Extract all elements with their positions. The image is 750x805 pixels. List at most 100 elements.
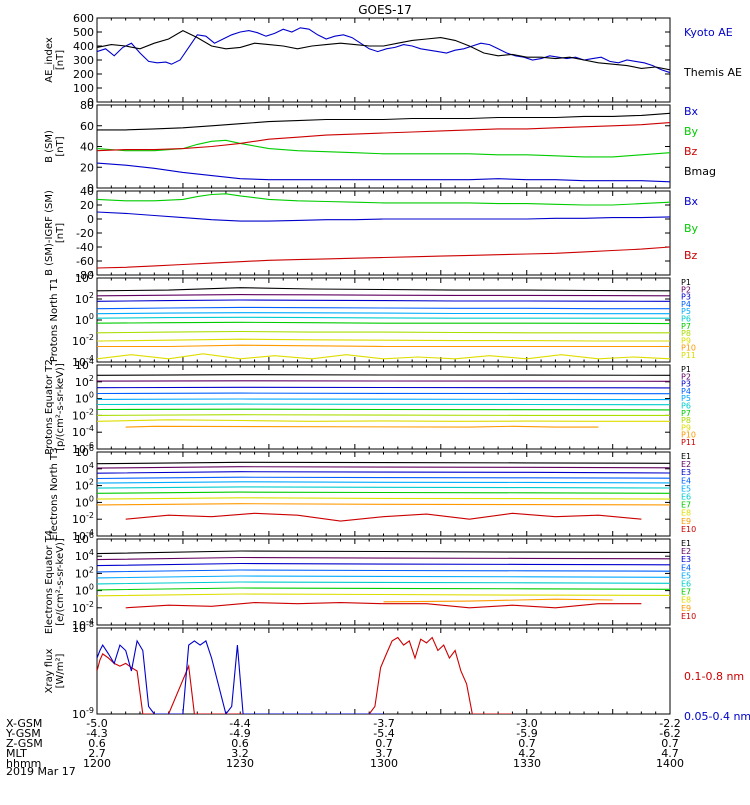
series-line-p4 xyxy=(97,392,670,395)
y-tick-label: 104 xyxy=(75,461,94,476)
legend-entry: By xyxy=(684,222,699,235)
legend-entry: 0.05-0.4 nm xyxy=(684,710,750,723)
y-axis-label: AE_index[nT] xyxy=(44,37,66,83)
y-axis-label: Protons Equator T2[p/(cm²-s-sr-keV)] xyxy=(44,359,66,455)
y-axis-label: Protons North T1 xyxy=(49,278,60,362)
legend-entry: E1 xyxy=(681,539,691,548)
series-group xyxy=(97,193,670,269)
y-tick-label: 0 xyxy=(87,182,94,195)
y-tick-label: 0 xyxy=(87,96,94,109)
series-line-kyoto-ae xyxy=(97,27,670,74)
legend-entry: P3 xyxy=(681,380,691,389)
legend-entry: P11 xyxy=(681,438,696,447)
x-axis-row-label: hhmm xyxy=(6,757,41,770)
legend-entry: E9 xyxy=(681,517,691,526)
x-axis-value: 0.7 xyxy=(661,737,679,750)
legend-entry: E10 xyxy=(681,612,696,621)
legend-entry: E3 xyxy=(681,468,691,477)
x-axis-value: 1230 xyxy=(226,757,254,770)
y-tick-label: 10-2 xyxy=(72,333,94,348)
series-line-p2 xyxy=(97,294,670,297)
y-tick-label: 10-6 xyxy=(72,441,94,456)
y-tick-label: 100 xyxy=(75,583,94,598)
y-tick-label: 104 xyxy=(75,270,94,285)
series-line-p7 xyxy=(97,408,670,411)
series-line-p9 xyxy=(97,338,670,342)
series-line-p5 xyxy=(97,398,670,401)
panel-7: 10-4 10-2 100 102 104 106 Electrons Equator T4… xyxy=(44,530,696,634)
legend-entry: P6 xyxy=(681,315,691,324)
y-tick-label: 100 xyxy=(75,494,94,509)
legend-entry: P11 xyxy=(681,351,696,360)
y-tick-label: 20 xyxy=(80,161,94,174)
series-line-e7 xyxy=(97,587,670,591)
x-axis-value: 4.7 xyxy=(661,747,679,760)
series-group xyxy=(97,287,670,360)
x-axis-value: -6.2 xyxy=(659,727,680,740)
legend-entry: E4 xyxy=(681,563,691,572)
x-axis-value: -4.3 xyxy=(86,727,107,740)
series-line-p10 xyxy=(125,425,599,428)
series-line-themis-ae xyxy=(97,29,670,71)
legend-entry: P10 xyxy=(681,344,696,353)
series-line-p8 xyxy=(97,414,670,416)
y-tick-label: 40 xyxy=(80,185,94,198)
series-line-bz xyxy=(97,122,670,152)
series-line-e7 xyxy=(97,491,670,494)
legend-entry: E2 xyxy=(681,460,691,469)
y-tick-label: 100 xyxy=(75,312,94,327)
legend-entry: E8 xyxy=(681,509,691,518)
y-tick-label: 80 xyxy=(80,99,94,112)
legend-entry: By xyxy=(684,125,699,138)
series-line-p1 xyxy=(97,287,670,292)
panel-frame xyxy=(96,451,671,537)
series-line-e10 xyxy=(125,602,642,609)
x-axis-value: -5.9 xyxy=(516,727,537,740)
panel-8: 10-9 10-8 Xray flux[W/m²] 0.1-0.8 nm 0.05-0.… xyxy=(44,620,750,723)
y-tick-label: 100 xyxy=(73,82,94,95)
panel-frame xyxy=(96,104,671,189)
y-tick-label: 102 xyxy=(75,374,94,389)
legend-entry: E6 xyxy=(681,580,691,589)
series-line-p9 xyxy=(97,419,670,422)
series-group xyxy=(97,374,670,428)
y-tick-label: 106 xyxy=(75,444,94,459)
y-tick-label: -60 xyxy=(76,255,94,268)
panel-frame xyxy=(96,190,671,276)
legend-entry: P8 xyxy=(681,329,691,338)
legend-entry: E2 xyxy=(681,547,691,556)
series-line-p6 xyxy=(97,316,670,319)
series-line-p10 xyxy=(97,344,670,348)
x-axis-value: 2.7 xyxy=(88,747,106,760)
y-tick-label: 104 xyxy=(75,357,94,372)
x-axis-row-label: Z-GSM xyxy=(6,737,43,750)
legend-entry: P10 xyxy=(681,431,696,440)
series-line-p2 xyxy=(97,380,670,382)
x-axis-value: 0.7 xyxy=(518,737,536,750)
series-line-p1 xyxy=(97,374,670,376)
series-line-p8 xyxy=(97,330,670,334)
series-line-p3 xyxy=(97,386,670,389)
y-tick-label: -40 xyxy=(76,241,94,254)
series-line-bx xyxy=(97,211,670,222)
legend-entry: P5 xyxy=(681,394,691,403)
series-group xyxy=(97,636,513,714)
legend-entry: Bmag xyxy=(684,165,716,178)
series-line-e5 xyxy=(97,575,670,579)
legend-entry: Bz xyxy=(684,145,698,158)
series-line-0-1-0-8-nm xyxy=(97,636,513,714)
legend-entry: Themis AE xyxy=(683,66,742,79)
legend-entry: P9 xyxy=(681,336,691,345)
series-line-p7 xyxy=(97,321,670,325)
series-line-p5 xyxy=(97,312,670,315)
series-line-by xyxy=(97,139,670,158)
x-axis-value: 4.2 xyxy=(518,747,536,760)
x-axis-value: 0.6 xyxy=(88,737,106,750)
x-axis-value: 1400 xyxy=(656,757,684,770)
x-axis-value: 0.7 xyxy=(375,737,393,750)
